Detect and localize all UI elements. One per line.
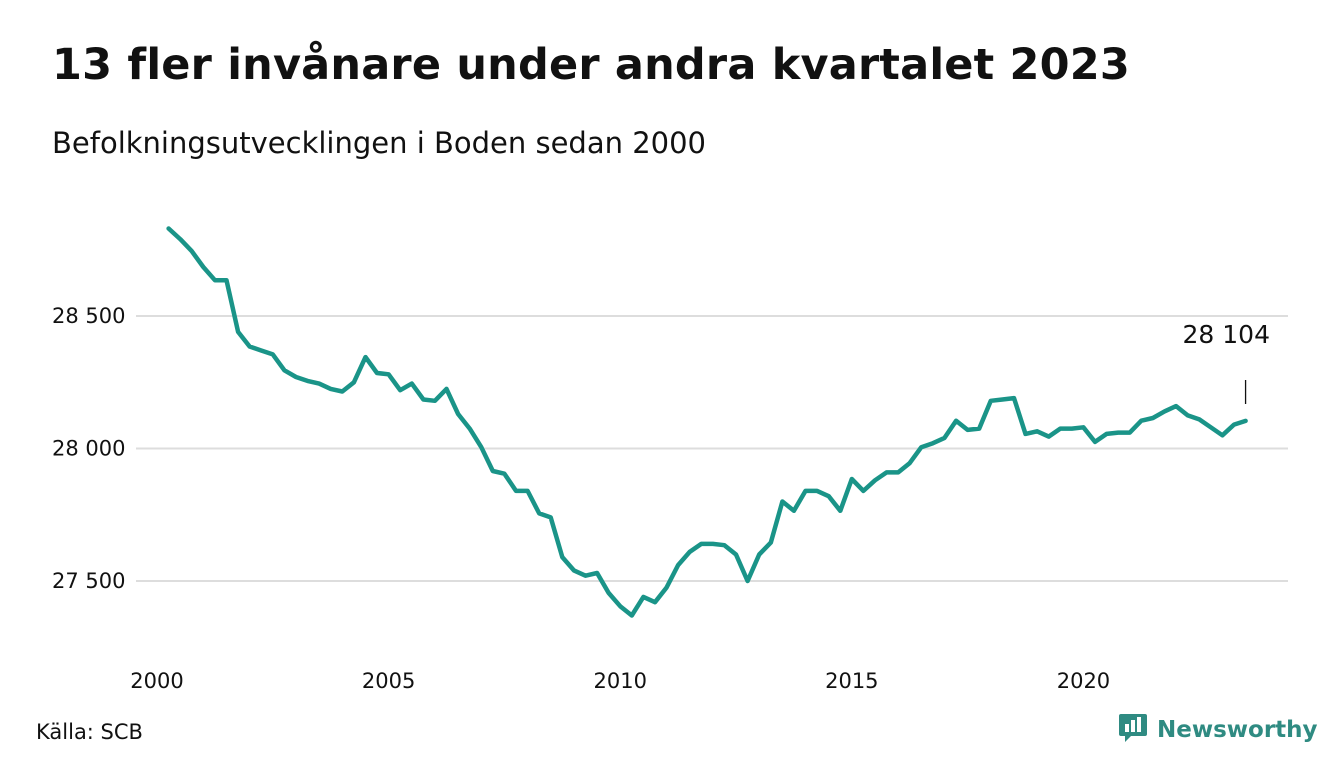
x-tick-label: 2010: [593, 669, 646, 693]
chart-subtitle: Befolkningsutvecklingen i Boden sedan 20…: [52, 126, 707, 160]
x-tick-label: 2015: [825, 669, 878, 693]
y-tick-label: 28 000: [52, 437, 125, 461]
y-tick-label: 28 500: [52, 304, 125, 328]
newsworthy-logo-icon: [1118, 712, 1148, 748]
x-axis-ticks: 2000 2005 2010 2015 2020: [130, 669, 1110, 693]
series-line: [166, 226, 1248, 618]
last-value-label: 28 104: [1183, 320, 1270, 349]
x-tick-label: 2020: [1057, 669, 1110, 693]
chart-title: 13 fler invånare under andra kvartalet 2…: [52, 40, 1131, 90]
y-tick-label: 27 500: [52, 569, 125, 593]
y-axis-ticks: 27 500 28 000 28 500: [52, 304, 125, 593]
annotations: 28 104: [1183, 320, 1270, 404]
x-tick-label: 2005: [362, 669, 415, 693]
x-tick-label: 2000: [130, 669, 183, 693]
gridlines: [136, 315, 1288, 582]
source-label: Källa: SCB: [36, 720, 143, 744]
brand-logo[interactable]: Newsworthy: [1118, 712, 1318, 748]
series-layer: [166, 226, 1248, 618]
brand-name: Newsworthy: [1157, 717, 1318, 743]
